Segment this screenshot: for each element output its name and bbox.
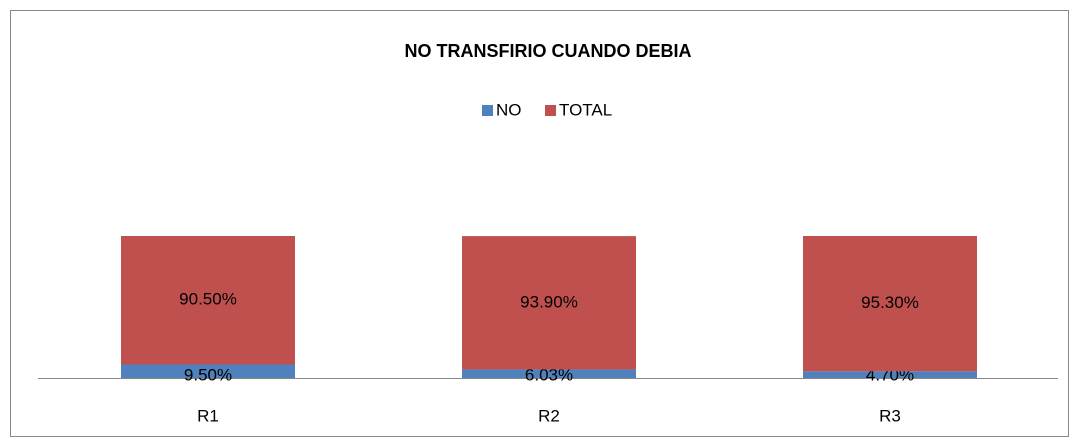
data-label: 6.03%	[525, 365, 573, 384]
legend-swatch	[545, 105, 556, 116]
bar-segment	[803, 371, 977, 378]
bar-segment	[121, 236, 295, 365]
legend-swatch	[482, 105, 493, 116]
legend-label: NO	[496, 100, 522, 119]
bar-segment	[462, 236, 636, 370]
data-label: 95.30%	[861, 293, 919, 312]
x-tick-label: R1	[197, 406, 219, 425]
x-tick-label: R2	[538, 406, 560, 425]
chart-title: NO TRANSFIRIO CUANDO DEBIA	[405, 41, 692, 61]
legend-label: TOTAL	[559, 100, 612, 119]
data-label: 9.50%	[184, 365, 232, 384]
bar-segment	[121, 364, 295, 378]
bar-segment	[803, 236, 977, 372]
data-label: 90.50%	[179, 290, 237, 309]
data-label: 93.90%	[520, 292, 578, 311]
bar-segment	[462, 369, 636, 378]
x-tick-label: R3	[879, 406, 901, 425]
